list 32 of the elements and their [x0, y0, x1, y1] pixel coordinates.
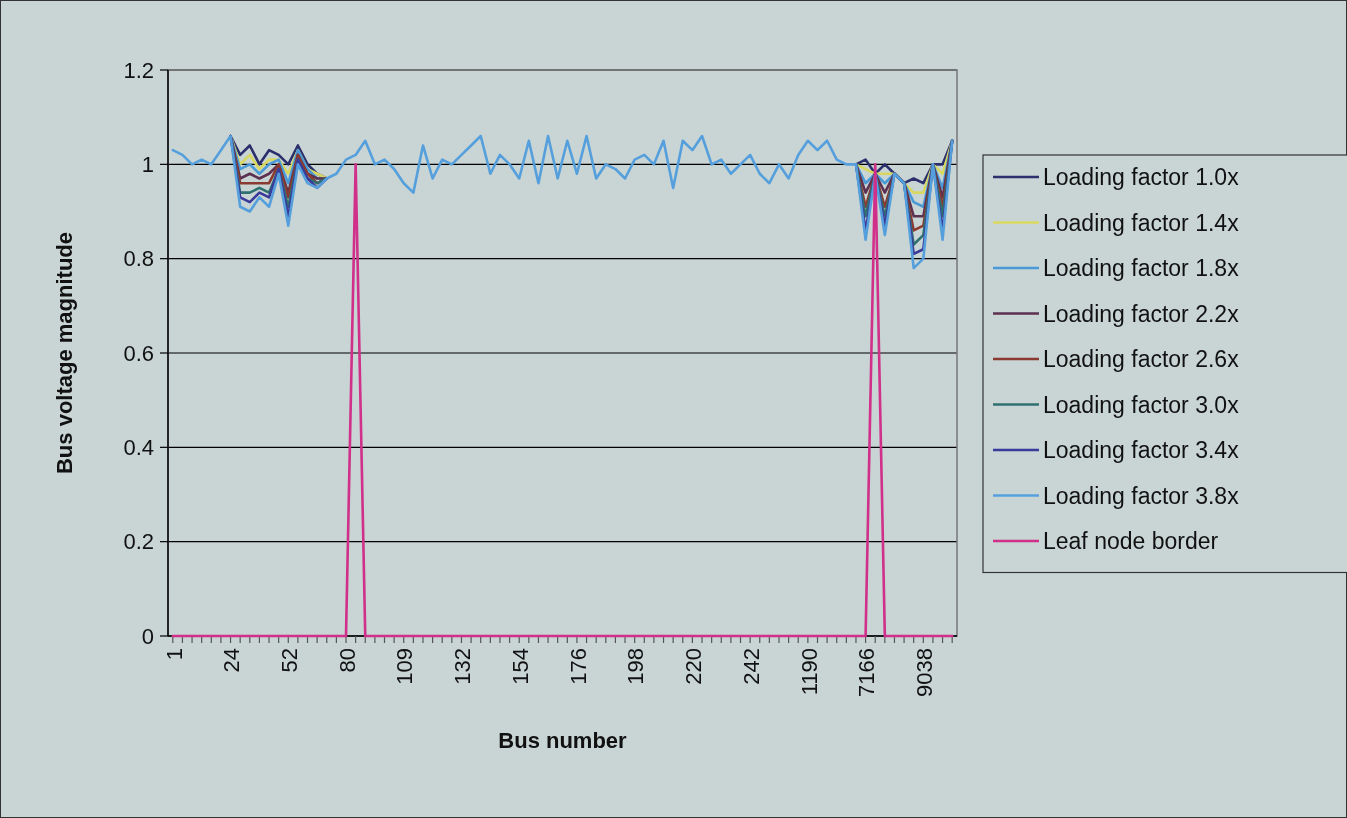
legend-label: Loading factor 2.2x [1043, 300, 1240, 327]
x-tick-label: 7166 [854, 648, 880, 697]
x-tick-label: 176 [565, 648, 591, 685]
y-axis-title: Bus voltage magnitude [52, 231, 77, 475]
x-tick-label: 80 [334, 648, 360, 673]
y-tick-label: 0 [141, 623, 154, 649]
y-tick-label: 0.6 [123, 340, 154, 366]
y-tick-label: 1 [141, 152, 154, 178]
x-axis-title: Bus number [498, 728, 628, 753]
legend-label: Loading factor 3.8x [1043, 482, 1240, 509]
y-tick-label: 1.2 [123, 57, 154, 83]
legend-label: Loading factor 1.4x [1043, 209, 1240, 236]
x-tick-label: 1190 [796, 648, 822, 696]
x-tick-label: 242 [738, 648, 764, 685]
y-tick-label: 0.8 [123, 246, 154, 272]
x-tick-label: 220 [681, 648, 707, 685]
y-tick-label: 0.4 [123, 435, 154, 461]
x-tick-label: 1 [161, 648, 187, 661]
legend-label: Loading factor 1.8x [1043, 255, 1240, 282]
x-tick-label: 24 [219, 648, 245, 673]
x-tick-label: 154 [507, 648, 533, 685]
x-tick-label: 9038 [912, 648, 938, 697]
x-tick-label: 198 [623, 648, 649, 685]
legend-label: Loading factor 3.4x [1043, 437, 1240, 464]
x-tick-label: 132 [450, 648, 476, 685]
legend-label: Leaf node border [1043, 528, 1219, 555]
x-tick-label: 109 [392, 648, 418, 685]
y-tick-label: 0.2 [123, 529, 154, 555]
legend-label: Loading factor 2.6x [1043, 346, 1240, 373]
legend-label: Loading factor 3.0x [1043, 391, 1240, 418]
x-tick-label: 52 [276, 648, 302, 673]
legend-label: Loading factor 1.0x [1043, 164, 1240, 191]
